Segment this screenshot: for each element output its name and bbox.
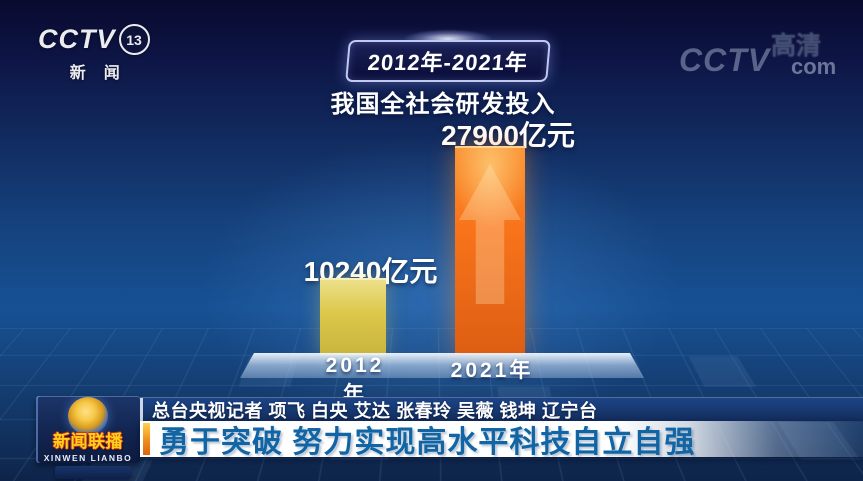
hd-watermark: CCTV 高清 com: [679, 26, 849, 82]
channel-number-badge: 13: [118, 24, 150, 55]
chart-platform: [240, 353, 644, 378]
channel-network-wordmark: CCTV: [38, 24, 116, 54]
category-label-2021: 2021年: [450, 359, 534, 382]
globe-icon: [68, 397, 108, 435]
headline-bar: 勇于突破 努力实现高水平科技自立自强: [140, 421, 863, 459]
period-badge: 2012年-2021年: [345, 40, 551, 82]
program-logo: 新闻联播 XINWEN LIANBO: [36, 396, 140, 463]
watermark-com-suffix: com: [791, 54, 837, 79]
value-label-2021: 27900亿元: [441, 120, 575, 151]
watermark-hd-label: 高清: [771, 32, 822, 60]
watermark-network-wordmark: CCTV: [679, 42, 771, 78]
bar-2021: [455, 146, 525, 355]
channel-bug: CCTV 13 新闻: [38, 24, 150, 83]
channel-name-label: 新闻: [69, 65, 138, 82]
program-logo-title: 新闻联播: [53, 432, 123, 451]
reporter-credits-text: 总台央视记者 项飞 白央 艾达 张春玲 吴薇 钱坤 辽宁台: [152, 401, 598, 421]
headline-text: 勇于突破 努力实现高水平科技自立自强: [159, 426, 696, 459]
grid-tile: [688, 356, 757, 387]
headline-accent-stripe: [143, 423, 150, 455]
bar-2012: [320, 278, 386, 355]
period-badge-label: 2012年-2021年: [366, 50, 530, 75]
program-logo-tab: [55, 466, 131, 479]
chart-title: 我国全社会研发投入: [330, 91, 556, 118]
reporter-credits-bar: 总台央视记者 项飞 白央 艾达 张春玲 吴薇 钱坤 辽宁台: [140, 397, 863, 422]
up-arrow-icon: [459, 164, 521, 304]
program-logo-romanized: XINWEN LIANBO: [43, 453, 133, 463]
